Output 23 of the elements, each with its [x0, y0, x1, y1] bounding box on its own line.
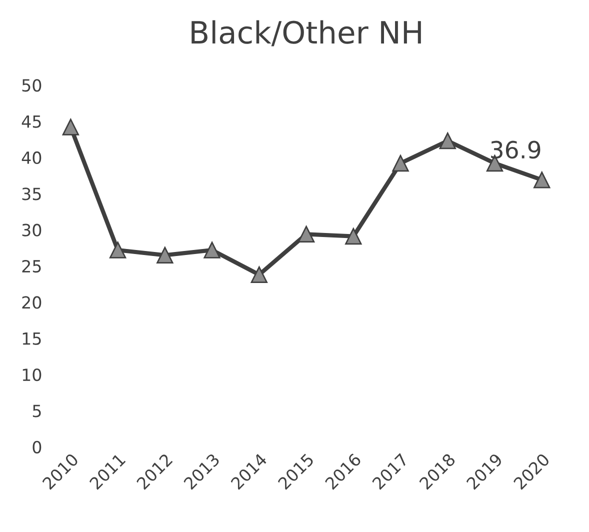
- point: [345, 228, 362, 245]
- y-tick-label: 20: [22, 296, 42, 309]
- y-tick-label: 45: [22, 115, 41, 128]
- point: [392, 154, 409, 172]
- y-tick-label: 15: [22, 332, 41, 345]
- point: [439, 132, 456, 150]
- point: [204, 242, 220, 258]
- y-tick-label: 25: [22, 260, 41, 273]
- point: [250, 266, 268, 284]
- y-tick-label: 30: [22, 224, 42, 236]
- point: [298, 226, 315, 242]
- y-tick-label: 35: [22, 188, 41, 200]
- point: [62, 118, 80, 136]
- data-label: 36.9: [491, 140, 540, 159]
- point: [156, 246, 174, 264]
- y-tick-label: 10: [22, 368, 42, 382]
- chart-title: Black/Other NH: [192, 20, 421, 46]
- y-tick-label: 5: [32, 404, 41, 418]
- point: [534, 172, 550, 188]
- y-tick-label: 50: [22, 79, 42, 92]
- y-tick-label: 40: [22, 151, 42, 164]
- y-tick-label: 0: [32, 440, 42, 454]
- point: [109, 242, 126, 258]
